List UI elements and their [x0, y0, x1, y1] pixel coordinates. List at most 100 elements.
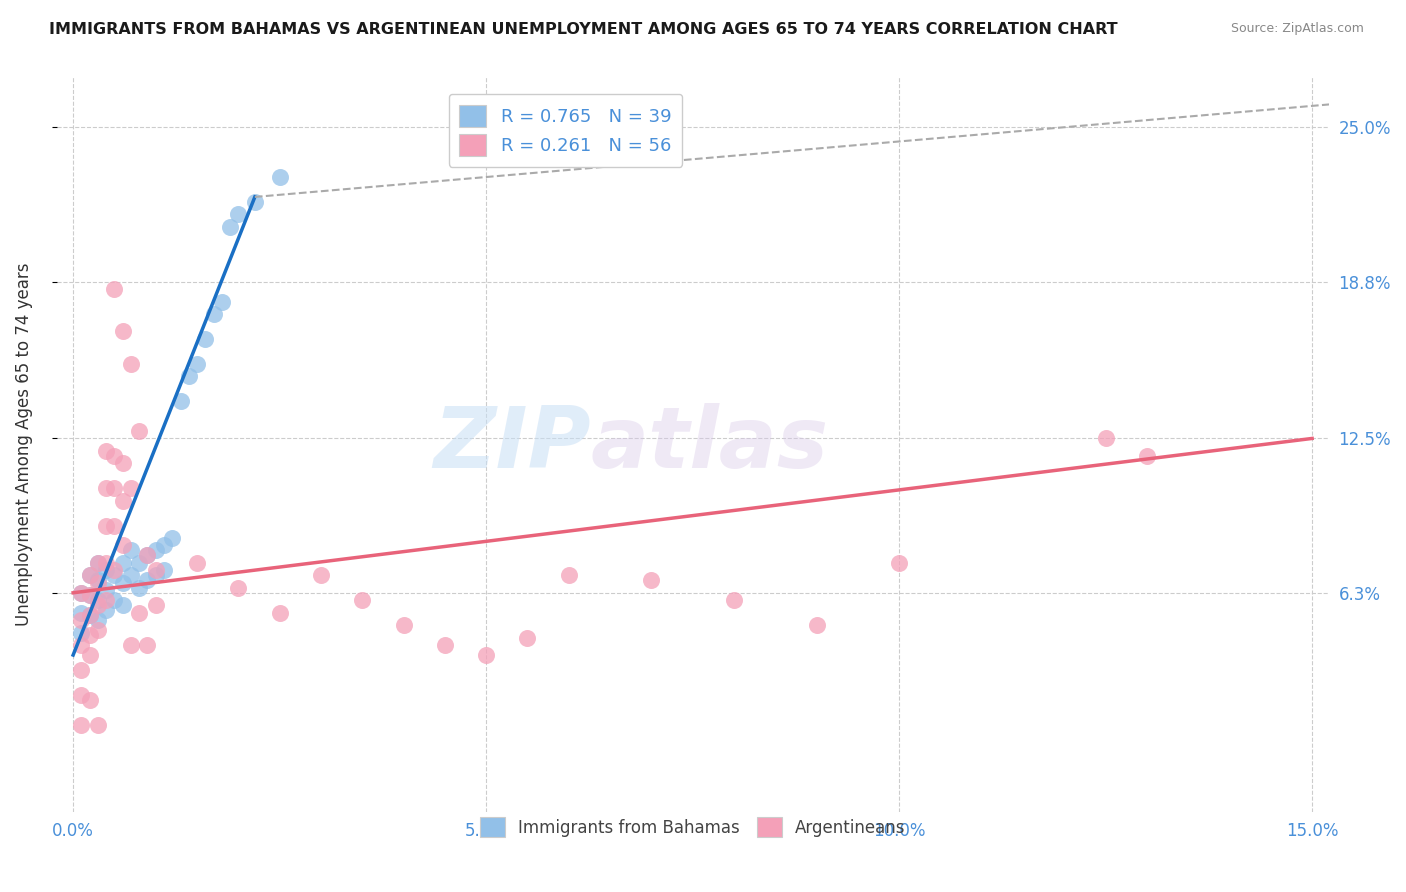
Point: [103, 481, 125, 495]
Point: [120, 543, 142, 558]
Point: [153, 563, 176, 577]
Point: [516, 631, 538, 645]
Point: [243, 194, 266, 209]
Point: [640, 574, 662, 588]
Point: [96, 583, 118, 598]
Point: [103, 593, 125, 607]
Point: [558, 568, 581, 582]
Point: [475, 648, 498, 662]
Point: [111, 456, 134, 470]
Point: [96, 481, 118, 495]
Point: [70, 586, 93, 600]
Point: [120, 357, 142, 371]
Point: [96, 443, 118, 458]
Point: [145, 563, 167, 577]
Point: [79, 568, 101, 582]
Point: [70, 613, 93, 627]
Point: [136, 638, 159, 652]
Point: [228, 207, 250, 221]
Point: [145, 543, 167, 558]
Point: [96, 518, 118, 533]
Point: [145, 568, 167, 582]
Point: [79, 568, 101, 582]
Point: [136, 549, 159, 563]
Point: [120, 481, 142, 495]
Point: [87, 556, 110, 570]
Point: [103, 518, 125, 533]
Point: [103, 568, 125, 582]
Point: [202, 307, 225, 321]
Point: [136, 549, 159, 563]
Point: [70, 688, 93, 702]
Point: [186, 556, 208, 570]
Text: atlas: atlas: [591, 403, 830, 486]
Point: [128, 606, 150, 620]
Text: IMMIGRANTS FROM BAHAMAS VS ARGENTINEAN UNEMPLOYMENT AMONG AGES 65 TO 74 YEARS CO: IMMIGRANTS FROM BAHAMAS VS ARGENTINEAN U…: [49, 22, 1118, 37]
Point: [269, 169, 291, 184]
Point: [169, 394, 191, 409]
Point: [162, 531, 184, 545]
Point: [70, 586, 93, 600]
Point: [79, 628, 101, 642]
Point: [392, 618, 415, 632]
Point: [79, 608, 101, 623]
Point: [806, 618, 828, 632]
Point: [128, 556, 150, 570]
Point: [87, 575, 110, 590]
Point: [70, 663, 93, 677]
Text: ZIP: ZIP: [433, 403, 591, 486]
Point: [111, 556, 134, 570]
Point: [111, 575, 134, 590]
Point: [87, 574, 110, 588]
Y-axis label: Unemployment Among Ages 65 to 74 years: Unemployment Among Ages 65 to 74 years: [15, 263, 32, 626]
Point: [79, 648, 101, 662]
Point: [70, 606, 93, 620]
Point: [269, 606, 291, 620]
Point: [1094, 432, 1116, 446]
Legend: Immigrants from Bahamas, Argentineans: Immigrants from Bahamas, Argentineans: [474, 810, 912, 844]
Point: [111, 493, 134, 508]
Point: [70, 717, 93, 731]
Point: [70, 625, 93, 640]
Point: [228, 581, 250, 595]
Point: [79, 608, 101, 623]
Point: [433, 638, 456, 652]
Point: [87, 623, 110, 637]
Point: [186, 357, 208, 371]
Point: [87, 593, 110, 607]
Point: [111, 599, 134, 613]
Point: [309, 568, 332, 582]
Point: [723, 593, 745, 607]
Point: [1136, 449, 1159, 463]
Point: [87, 556, 110, 570]
Point: [120, 638, 142, 652]
Point: [87, 613, 110, 627]
Point: [128, 424, 150, 438]
Point: [103, 282, 125, 296]
Point: [96, 556, 118, 570]
Point: [145, 599, 167, 613]
Point: [194, 332, 217, 346]
Point: [87, 717, 110, 731]
Point: [79, 588, 101, 602]
Point: [70, 638, 93, 652]
Point: [153, 539, 176, 553]
Point: [96, 603, 118, 617]
Point: [111, 325, 134, 339]
Point: [887, 556, 910, 570]
Point: [211, 294, 233, 309]
Point: [79, 693, 101, 707]
Point: [96, 593, 118, 607]
Point: [111, 539, 134, 553]
Point: [352, 593, 374, 607]
Text: Source: ZipAtlas.com: Source: ZipAtlas.com: [1230, 22, 1364, 36]
Point: [177, 369, 200, 384]
Point: [96, 563, 118, 577]
Point: [79, 588, 101, 602]
Point: [219, 219, 242, 234]
Point: [103, 449, 125, 463]
Point: [103, 563, 125, 577]
Point: [128, 581, 150, 595]
Point: [120, 568, 142, 582]
Point: [87, 599, 110, 613]
